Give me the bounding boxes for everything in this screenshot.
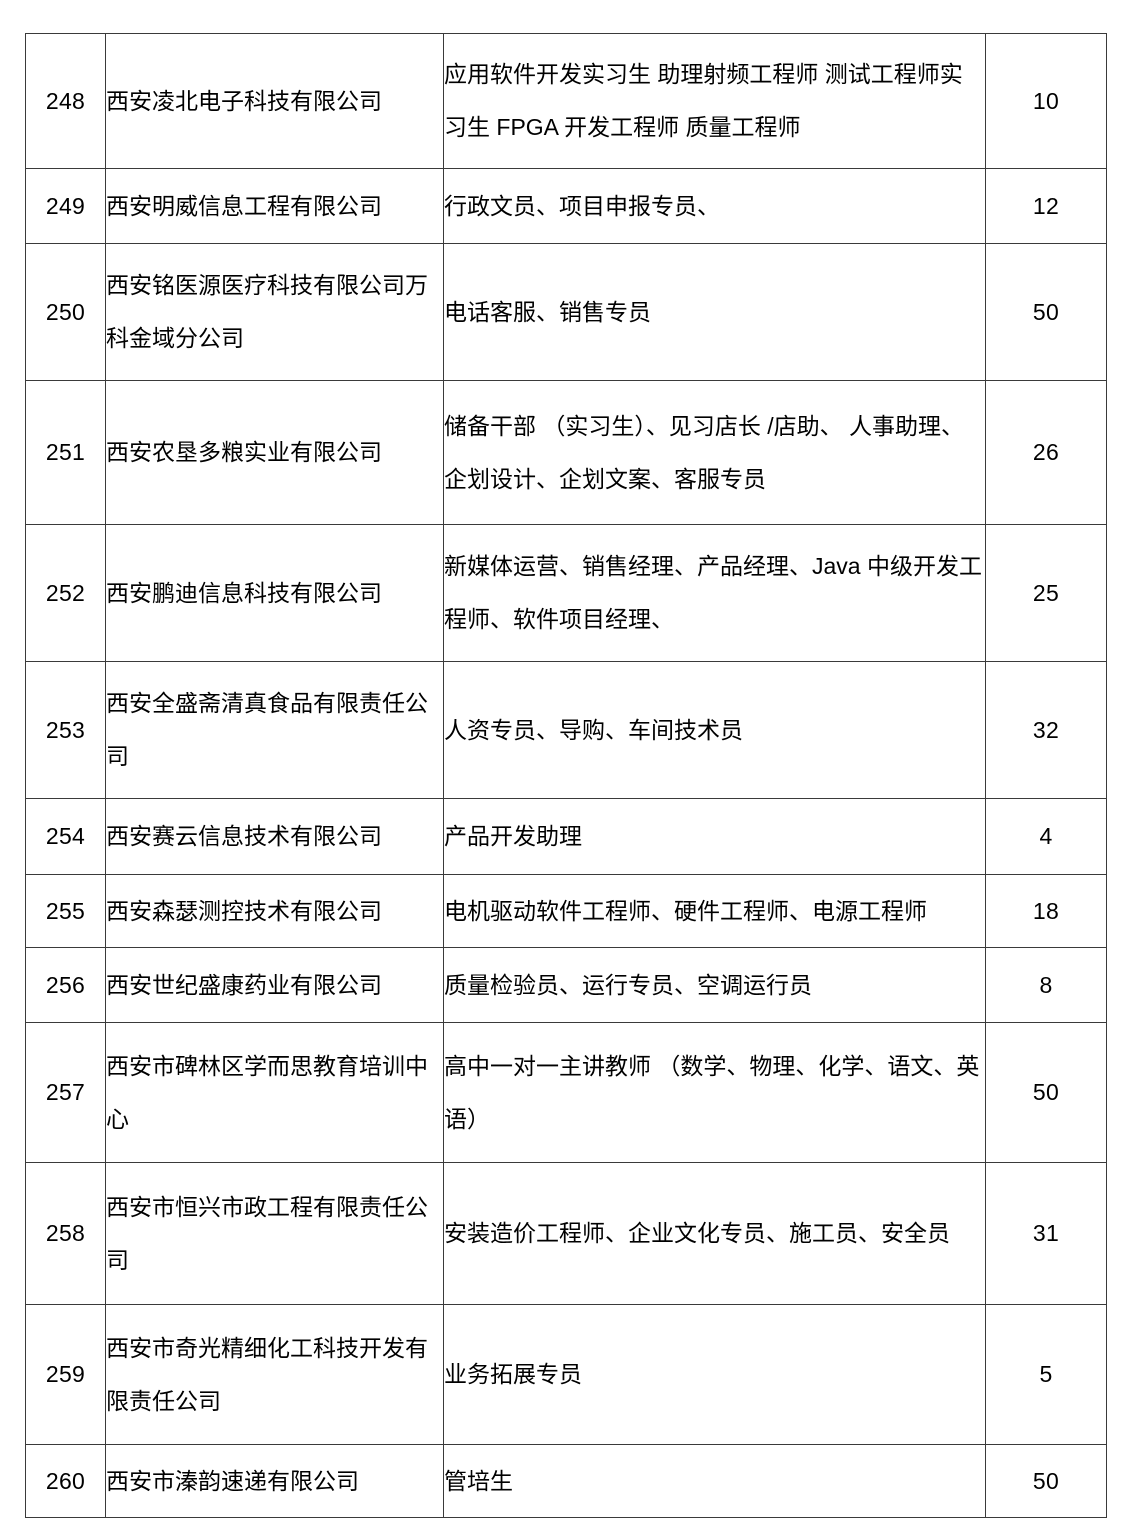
row-index: 255 — [25, 874, 106, 948]
company-name: 西安市碑林区学而思教育培训中心 — [105, 1022, 444, 1163]
headcount: 10 — [985, 33, 1107, 169]
headcount: 50 — [985, 1022, 1107, 1163]
positions-list: 管培生 — [443, 1444, 986, 1518]
headcount: 25 — [985, 524, 1107, 662]
positions-list: 人资专员、导购、车间技术员 — [443, 661, 986, 799]
headcount: 31 — [985, 1162, 1107, 1305]
table-row: 250 西安铭医源医疗科技有限公司万科金域分公司 电话客服、销售专员 50 — [25, 243, 1107, 381]
table-row: 258 西安市恒兴市政工程有限责任公司 安装造价工程师、企业文化专员、施工员、安… — [25, 1162, 1107, 1305]
headcount: 32 — [985, 661, 1107, 799]
table-row: 253 西安全盛斋清真食品有限责任公司 人资专员、导购、车间技术员 32 — [25, 661, 1107, 799]
table-row: 251 西安农垦多粮实业有限公司 储备干部 （实习生）、见习店长 /店助、 人事… — [25, 380, 1107, 525]
headcount: 4 — [985, 798, 1107, 875]
headcount: 8 — [985, 947, 1107, 1023]
company-name: 西安赛云信息技术有限公司 — [105, 798, 444, 875]
row-index: 260 — [25, 1444, 106, 1518]
table-row: 260 西安市溱韵速递有限公司 管培生 50 — [25, 1444, 1107, 1518]
positions-list: 行政文员、项目申报专员、 — [443, 168, 986, 244]
headcount: 18 — [985, 874, 1107, 948]
positions-list: 电机驱动软件工程师、硬件工程师、电源工程师 — [443, 874, 986, 948]
company-name: 西安明威信息工程有限公司 — [105, 168, 444, 244]
company-name: 西安世纪盛康药业有限公司 — [105, 947, 444, 1023]
row-index: 252 — [25, 524, 106, 662]
positions-list: 储备干部 （实习生）、见习店长 /店助、 人事助理、企划设计、企划文案、客服专员 — [443, 380, 986, 525]
row-index: 254 — [25, 798, 106, 875]
company-name: 西安铭医源医疗科技有限公司万科金域分公司 — [105, 243, 444, 381]
row-index: 249 — [25, 168, 106, 244]
company-name: 西安市恒兴市政工程有限责任公司 — [105, 1162, 444, 1305]
row-index: 251 — [25, 380, 106, 525]
table-row: 249 西安明威信息工程有限公司 行政文员、项目申报专员、 12 — [25, 168, 1107, 244]
headcount: 12 — [985, 168, 1107, 244]
row-index: 259 — [25, 1304, 106, 1445]
headcount: 26 — [985, 380, 1107, 525]
headcount: 5 — [985, 1304, 1107, 1445]
table-row: 256 西安世纪盛康药业有限公司 质量检验员、运行专员、空调运行员 8 — [25, 947, 1107, 1023]
headcount: 50 — [985, 243, 1107, 381]
table-row: 259 西安市奇光精细化工科技开发有限责任公司 业务拓展专员 5 — [25, 1304, 1107, 1445]
company-name: 西安市奇光精细化工科技开发有限责任公司 — [105, 1304, 444, 1445]
positions-list: 应用软件开发实习生 助理射频工程师 测试工程师实习生 FPGA 开发工程师 质量… — [443, 33, 986, 169]
table-row: 257 西安市碑林区学而思教育培训中心 高中一对一主讲教师 （数学、物理、化学、… — [25, 1022, 1107, 1163]
positions-list: 安装造价工程师、企业文化专员、施工员、安全员 — [443, 1162, 986, 1305]
table-row: 255 西安森瑟测控技术有限公司 电机驱动软件工程师、硬件工程师、电源工程师 1… — [25, 874, 1107, 948]
row-index: 250 — [25, 243, 106, 381]
row-index: 253 — [25, 661, 106, 799]
company-name: 西安凌北电子科技有限公司 — [105, 33, 444, 169]
row-index: 257 — [25, 1022, 106, 1163]
positions-list: 电话客服、销售专员 — [443, 243, 986, 381]
company-name: 西安市溱韵速递有限公司 — [105, 1444, 444, 1518]
positions-list: 产品开发助理 — [443, 798, 986, 875]
row-index: 256 — [25, 947, 106, 1023]
row-index: 258 — [25, 1162, 106, 1305]
company-name: 西安农垦多粮实业有限公司 — [105, 380, 444, 525]
recruitment-table: 248 西安凌北电子科技有限公司 应用软件开发实习生 助理射频工程师 测试工程师… — [25, 33, 1107, 1518]
positions-list: 质量检验员、运行专员、空调运行员 — [443, 947, 986, 1023]
company-name: 西安全盛斋清真食品有限责任公司 — [105, 661, 444, 799]
positions-list: 高中一对一主讲教师 （数学、物理、化学、语文、英语） — [443, 1022, 986, 1163]
table-body: 248 西安凌北电子科技有限公司 应用软件开发实习生 助理射频工程师 测试工程师… — [25, 33, 1107, 1518]
headcount: 50 — [985, 1444, 1107, 1518]
positions-list: 业务拓展专员 — [443, 1304, 986, 1445]
company-name: 西安鹏迪信息科技有限公司 — [105, 524, 444, 662]
table-row: 248 西安凌北电子科技有限公司 应用软件开发实习生 助理射频工程师 测试工程师… — [25, 33, 1107, 169]
company-name: 西安森瑟测控技术有限公司 — [105, 874, 444, 948]
row-index: 248 — [25, 33, 106, 169]
table-row: 254 西安赛云信息技术有限公司 产品开发助理 4 — [25, 798, 1107, 875]
positions-list: 新媒体运营、销售经理、产品经理、Java 中级开发工程师、软件项目经理、 — [443, 524, 986, 662]
table-row: 252 西安鹏迪信息科技有限公司 新媒体运营、销售经理、产品经理、Java 中级… — [25, 524, 1107, 662]
